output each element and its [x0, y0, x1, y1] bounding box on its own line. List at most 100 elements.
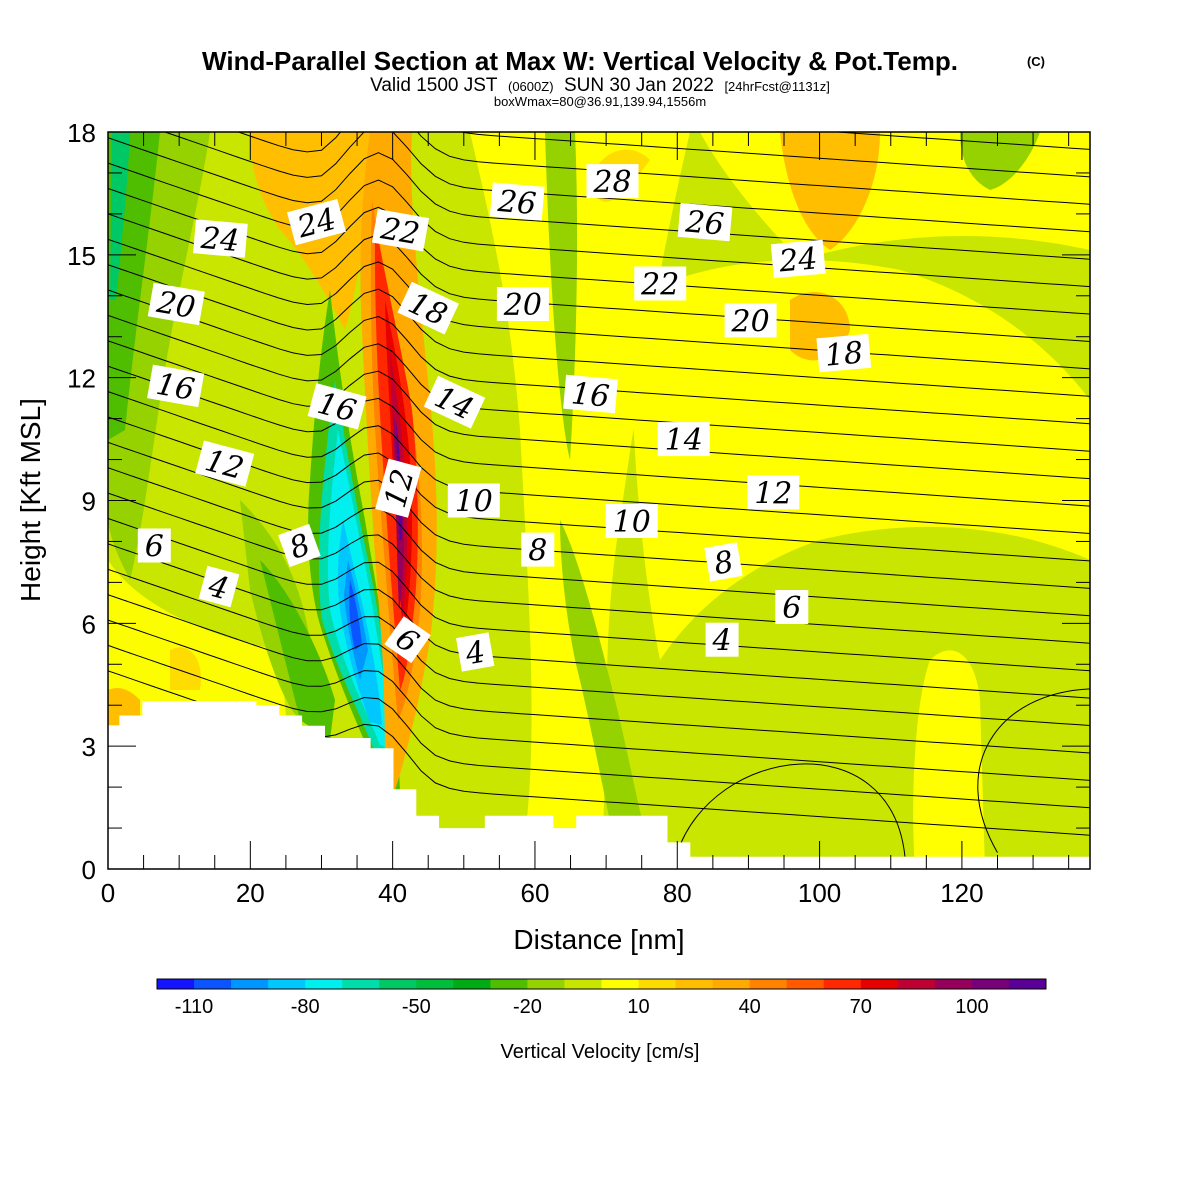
colorbar-swatch	[601, 979, 640, 989]
y-tick-labels: 0 3 6 9 12 15 18	[67, 118, 96, 885]
valid-time-line: Valid 1500 JST (0600Z) SUN 30 Jan 2022 […	[370, 75, 830, 96]
contour-label: 26	[677, 202, 733, 243]
contour-label-box	[775, 590, 809, 624]
vertical-velocity-field	[108, 132, 1090, 869]
colorbar-tick-label: 70	[850, 996, 872, 1018]
chart-title: Wind-Parallel Section at Max W: Vertical…	[202, 46, 958, 76]
contour-label: 14	[657, 422, 710, 458]
downdraft-channel	[349, 580, 362, 650]
contour-label-text: 24	[777, 241, 819, 279]
contour-label: 22	[371, 209, 430, 252]
colorbar-swatch	[971, 979, 1010, 989]
contour-label-text: 20	[153, 285, 198, 326]
theta-contour-line	[108, 391, 1090, 534]
theta-contour-line	[108, 568, 1090, 726]
contour-label-text: 22	[640, 268, 679, 303]
x-tick-label: 0	[101, 878, 115, 908]
colorbar-tick-label: -50	[402, 996, 431, 1018]
contour-label-box	[521, 532, 555, 567]
contour-label-box	[705, 622, 739, 657]
contour-label: 8	[704, 542, 743, 582]
contour-label-box	[147, 282, 205, 326]
contour-label-box	[816, 333, 872, 373]
contour-label-text: 26	[496, 184, 538, 222]
contour-label-box	[193, 219, 248, 258]
updraft-region	[630, 260, 1090, 660]
theta-contour-line	[108, 619, 1090, 781]
colorbar-tick-label: -20	[513, 996, 542, 1018]
colorbar-swatch	[342, 979, 380, 989]
colorbar-swatch	[1008, 979, 1047, 989]
contour-label-text: 8	[528, 534, 547, 569]
theta-contour-line	[108, 340, 1090, 480]
contour-label: 22	[634, 266, 687, 303]
colorbar-swatch	[638, 979, 677, 989]
x-tick-label: 40	[378, 878, 407, 908]
colorbar-swatch	[934, 979, 973, 989]
colorbar-swatch	[268, 979, 306, 989]
y-tick-label: 6	[82, 609, 96, 639]
contour-label: 20	[724, 303, 777, 339]
contour-label-box	[704, 542, 743, 582]
contour-label: 24	[193, 219, 248, 259]
theta-contour-line	[948, 112, 1090, 122]
contour-label-text: 16	[153, 367, 197, 408]
valid-prefix: Valid 1500 JST	[370, 75, 498, 96]
contour-label-box	[586, 164, 639, 199]
theta-contour-line	[108, 644, 1090, 809]
contour-label-text: 10	[613, 505, 651, 540]
valid-utc: (0600Z)	[508, 79, 554, 94]
theta-contour-line	[977, 688, 1090, 853]
colorbar-swatch	[379, 979, 417, 989]
contour-label-text: 6	[145, 530, 164, 565]
contour-label: 26	[489, 182, 545, 222]
theta-contour-line	[108, 518, 1090, 672]
theta-contour-line	[108, 137, 1090, 260]
contour-label-box	[198, 565, 240, 608]
contour-label-text: 6	[782, 591, 801, 626]
colorbar-swatch	[231, 979, 269, 989]
colorbar-swatch	[490, 979, 528, 989]
contour-label-box	[286, 198, 347, 246]
colorbar-swatch	[675, 979, 714, 989]
contour-label-box	[677, 202, 733, 242]
colorbar-tick-label: 10	[627, 996, 649, 1018]
colorbar-swatch	[527, 979, 565, 989]
downdraft-channel	[327, 430, 392, 750]
contour-label: 6	[775, 590, 809, 626]
downdraft-band	[110, 132, 130, 300]
contour-label-text: 18	[823, 335, 864, 373]
contour-label-box	[605, 504, 658, 538]
theta-contour-line	[108, 365, 1090, 507]
theta-contour-line	[459, 132, 1090, 178]
contour-label: 8	[521, 532, 555, 569]
contour-label: 6	[137, 528, 171, 565]
colorbar-label: Vertical Velocity [cm/s]	[501, 1041, 700, 1063]
theta-contour-line	[108, 188, 1090, 315]
y-tick-label: 9	[82, 487, 96, 517]
theta-contour-line	[108, 492, 1090, 644]
colorbar-swatch	[416, 979, 454, 989]
theta-contour-line	[108, 162, 1090, 288]
contour-label-box	[563, 374, 618, 414]
contour-label-box	[423, 375, 486, 429]
theta-contour-line	[108, 238, 1090, 370]
contour-label-text: 14	[665, 423, 703, 458]
theta-contours	[108, 112, 1090, 857]
colorbar-tick-label: 40	[739, 996, 761, 1018]
y-tick-label: 12	[67, 364, 96, 394]
contour-label-box	[455, 632, 495, 672]
contour-label: 12	[747, 475, 800, 511]
contour-label-text: 26	[683, 204, 725, 242]
contour-label: 4	[198, 565, 240, 608]
contour-label-text: 28	[592, 165, 631, 200]
contour-label-box	[397, 281, 459, 335]
theta-contour-line	[108, 543, 1090, 699]
contour-label: 20	[496, 287, 549, 323]
theta-contour-line	[236, 132, 1090, 205]
contour-label-box	[137, 528, 171, 563]
theta-contour-line	[108, 594, 1090, 754]
colorbar-swatch	[786, 979, 825, 989]
contour-label-box	[384, 616, 431, 664]
